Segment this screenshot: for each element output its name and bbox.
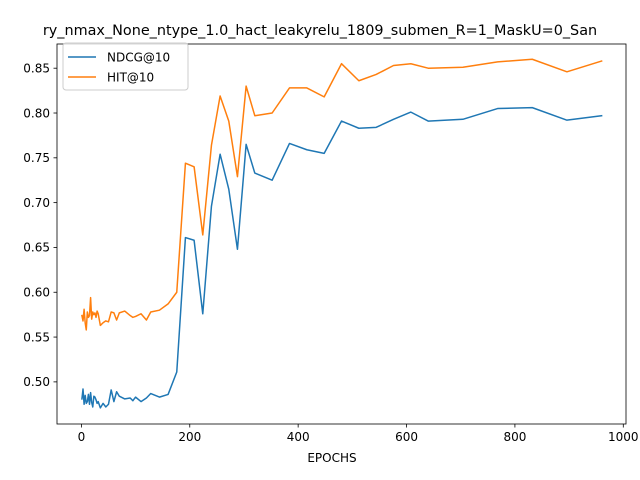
x-tick-label: 200: [178, 430, 201, 444]
legend: NDCG@10 HIT@10: [62, 42, 189, 91]
y-tick-label: 0.70: [23, 196, 50, 210]
y-tick-label: 0.60: [23, 286, 50, 300]
x-tick-label: 800: [503, 430, 526, 444]
y-tick-label: 0.80: [23, 106, 50, 120]
y-tick-label: 0.65: [23, 241, 50, 255]
legend-label: NDCG@10: [107, 50, 170, 64]
plot-lines: [81, 58, 603, 409]
axes: 0 200 400 600 800 1000 0.50 0.55 0.60 0.65 0.70 0.7…: [23, 43, 639, 444]
y-tick-label: 0.50: [23, 375, 50, 389]
x-tick-label: 0: [78, 430, 86, 444]
x-axis-label: EPOCHS: [307, 451, 356, 465]
y-tick-label: 0.55: [23, 330, 50, 344]
series-line-ndcg: [81, 106, 603, 409]
x-tick-label: 1000: [608, 430, 639, 444]
chart-title: ry_nmax_None_ntype_1.0_hact_leakyrelu_18…: [43, 23, 597, 39]
series-line-hit: [81, 58, 603, 331]
legend-label: HIT@10: [107, 70, 154, 84]
y-tick-label: 0.75: [23, 151, 50, 165]
legend-frame: [62, 42, 189, 91]
x-tick-label: 400: [287, 430, 310, 444]
plot-frame: [56, 43, 627, 425]
x-tick-label: 600: [395, 430, 418, 444]
y-tick-label: 0.85: [23, 61, 50, 75]
